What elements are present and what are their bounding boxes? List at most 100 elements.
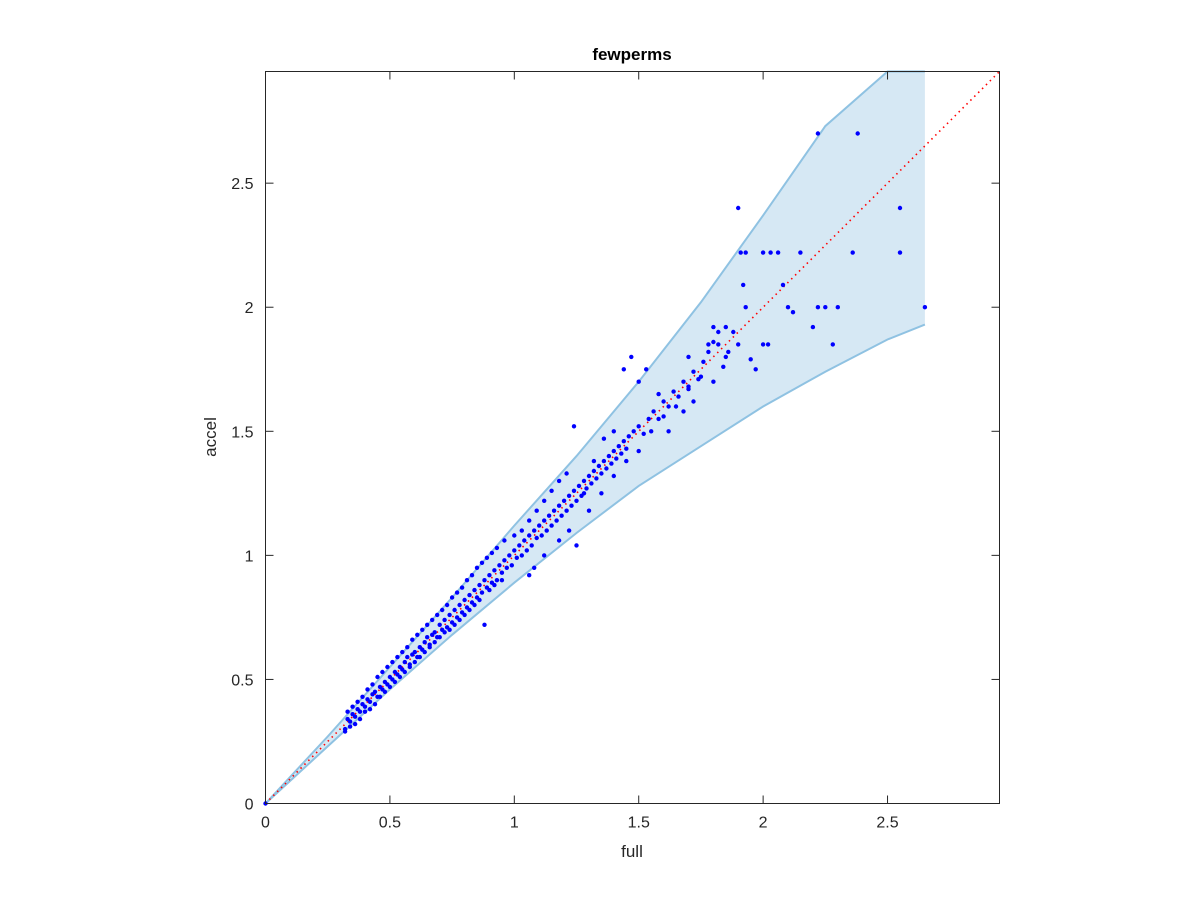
scatter-point (706, 349, 711, 355)
scatter-point (402, 659, 407, 665)
scatter-point (432, 630, 437, 635)
scatter-point (437, 622, 442, 627)
scatter-point (477, 582, 482, 588)
scatter-point (599, 491, 604, 496)
scatter-point (352, 714, 358, 719)
scatter-point (347, 719, 353, 724)
scatter-point (502, 538, 507, 543)
scatter-point (775, 250, 781, 255)
band-upper-edge (264, 70, 925, 805)
scatter-point (566, 493, 572, 498)
scatter-point (736, 342, 741, 347)
scatter-point (400, 649, 405, 655)
scatter-point (815, 305, 821, 310)
scatter-point (686, 384, 691, 389)
x-tick-label: 1.5 (628, 815, 650, 832)
x-tick-label: 2 (759, 815, 768, 832)
scatter-point (474, 565, 480, 570)
scatter-point (673, 404, 679, 409)
x-tick-label: 0 (261, 815, 270, 832)
scatter-point (599, 471, 604, 476)
scatter-point (347, 724, 353, 729)
scatter-point (467, 607, 472, 613)
scatter-point (372, 689, 378, 694)
scatter-point (591, 458, 597, 464)
scatter-point (636, 379, 641, 384)
scatter-point (601, 458, 607, 464)
scatter-point (385, 664, 390, 670)
scatter-point (454, 590, 460, 595)
scatter-point (616, 444, 621, 449)
reference-line (264, 70, 1001, 805)
scatter-point (681, 409, 686, 414)
scatter-point (407, 664, 412, 670)
scatter-point (517, 543, 522, 548)
scatter-point (449, 595, 455, 600)
scatter-point (537, 523, 542, 528)
scatter-point (415, 632, 420, 637)
scatter-point (357, 716, 363, 722)
y-axis-ticks: 0 0.5 1 1.5 2 2.5 (231, 176, 1000, 814)
scatter-point (435, 612, 440, 618)
scatter-point (457, 617, 462, 623)
scatter-point (430, 617, 435, 623)
scatter-point (780, 282, 786, 288)
scatter-point (594, 476, 599, 481)
scatter-point (626, 434, 631, 439)
scatter-point (619, 451, 624, 456)
scatter-point (721, 364, 726, 369)
scatter-point (487, 587, 492, 593)
scatter-point (459, 585, 465, 590)
scatter-point (504, 565, 509, 570)
scatter-point (830, 342, 835, 347)
scatter-point (641, 431, 646, 436)
scatter-point (646, 416, 651, 422)
scatter-point (462, 597, 467, 603)
scatter-point (651, 409, 656, 414)
scatter-point (432, 640, 437, 645)
scatter-point (636, 448, 641, 454)
scatter-point (576, 483, 582, 489)
scatter-point (621, 367, 626, 372)
scatter-point (427, 645, 432, 650)
scatter-point (561, 498, 567, 503)
scatter-point (731, 329, 736, 335)
scatter-point (367, 699, 373, 704)
scatter-point (522, 538, 527, 543)
scatter-point (380, 669, 385, 675)
scatter-point (492, 582, 497, 588)
scatter-point (467, 592, 472, 598)
scatter-point (604, 466, 609, 471)
scatter-point (509, 563, 514, 568)
scatter-point (850, 250, 855, 255)
scatter-point (624, 446, 629, 451)
scatter-point (711, 379, 716, 384)
scatter-point (743, 250, 748, 255)
scatter-point (512, 533, 517, 538)
y-tick-label: 1.5 (231, 424, 253, 441)
scatter-point (611, 448, 616, 454)
scatter-point (584, 486, 589, 491)
scatter-point (753, 367, 758, 372)
scatter-point (624, 458, 629, 464)
scatter-point (519, 553, 524, 558)
scatter-point (452, 607, 457, 613)
scatter-point (544, 528, 549, 533)
scatter-point (452, 622, 457, 627)
scatter-point (586, 508, 592, 513)
scatter-point (382, 689, 388, 694)
scatter-point (559, 513, 564, 518)
scatter-point (614, 456, 619, 461)
plot-frame (265, 71, 1000, 804)
x-tick-label: 2.5 (876, 815, 898, 832)
scatter-point (676, 394, 681, 399)
scatter-point (569, 503, 574, 508)
diagonal-reference-line (264, 70, 1001, 805)
scatter-point (355, 699, 360, 704)
scatter-point (556, 478, 562, 484)
scatter-point (372, 702, 378, 707)
scatter-point (649, 429, 654, 434)
scatter-point (546, 513, 552, 518)
scatter-point (571, 488, 577, 493)
